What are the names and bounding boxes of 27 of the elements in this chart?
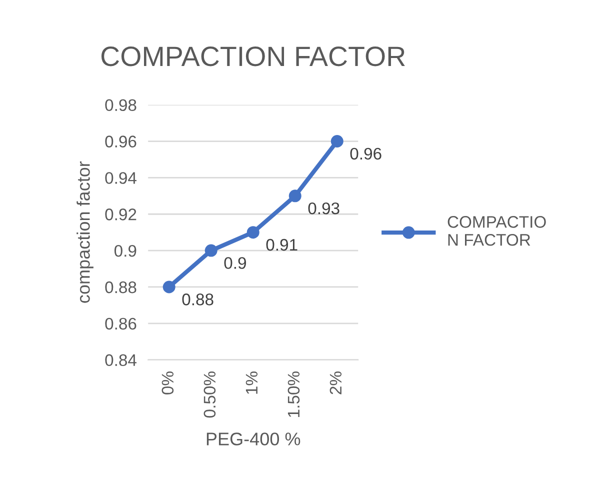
x-tick-label: 0% [162, 372, 174, 394]
y-tick-label: 0.88 [105, 281, 136, 294]
y-tick-label: 0.84 [105, 354, 136, 366]
y-tick-label: 0.98 [105, 99, 136, 112]
y-tick-label: 0.94 [105, 172, 136, 184]
point [204, 244, 218, 257]
x-axis-title: PEG-400 % [206, 432, 300, 446]
point [246, 226, 260, 239]
data-label: 0.93 [308, 202, 340, 214]
point [330, 135, 344, 148]
chart-title: COMPACTION FACTOR [101, 46, 405, 66]
y-tick-label: 0.96 [105, 136, 136, 148]
data-label: 0.91 [266, 238, 298, 251]
y-axis-title: compaction factor [76, 161, 94, 303]
x-tick-label: 1% [246, 372, 258, 394]
legend-label: COMPACTION FACTOR [448, 216, 546, 246]
data-label: 0.88 [182, 294, 214, 306]
point [288, 190, 302, 202]
data-label: 0.9 [224, 257, 246, 269]
y-tick-label: 0.86 [105, 318, 136, 330]
x-tick-label: 2% [330, 372, 342, 394]
x-tick-label: 1.50% [288, 372, 300, 417]
x-tick-label: 0.50% [204, 372, 216, 418]
point [162, 280, 176, 294]
y-tick-label: 0.9 [114, 244, 136, 257]
data-label: 0.96 [350, 148, 382, 160]
y-tick-label: 0.92 [105, 208, 136, 220]
